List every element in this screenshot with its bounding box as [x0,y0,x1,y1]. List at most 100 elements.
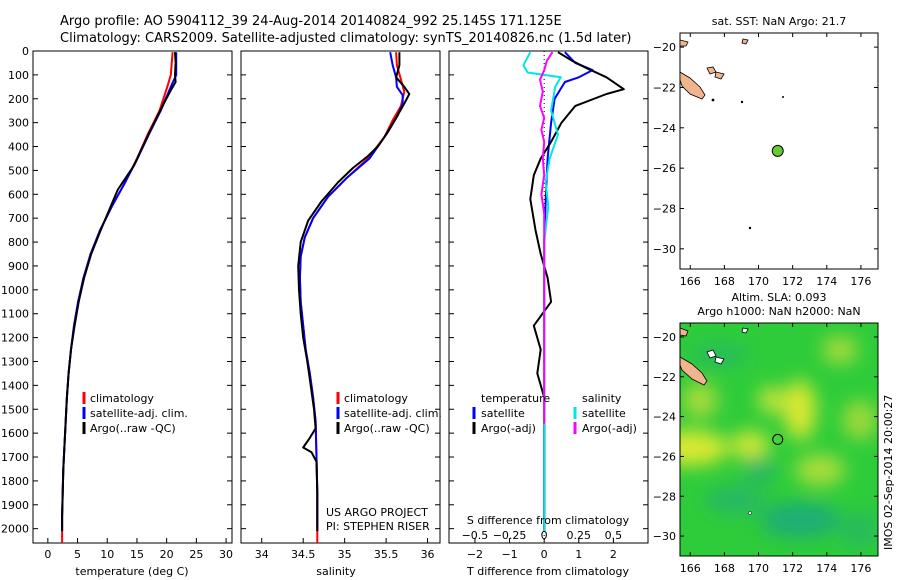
series-line-argo-raw-qc [297,52,411,532]
sla-map-axes: 166 168 170 172 174 176 −20 −22 −24 −26 −28 −30 [653,323,878,575]
lat-tick-label: −30 [653,243,676,256]
island-shape [680,327,689,337]
x-tick-label: 34 [255,548,269,561]
t-difference-label: T difference from climatology [466,565,629,578]
difference-panel: −2 −1 0 1 2 −0.5 −0.25 0 0.25 0.5 S difference fr… [448,50,649,578]
lat-tick-label: −24 [653,411,676,424]
y-tick-label: 1900 [1,499,29,512]
lat-tick-label: −30 [653,530,676,543]
salinity-series [297,52,411,543]
new-caledonia-landmass [680,71,706,100]
x-tick-label: −2 [467,548,483,561]
y-tick-label: 400 [8,141,29,154]
difference-plot-frame [448,50,649,544]
islet-dot [782,96,784,98]
x2-tick-label: −0.5 [462,529,489,542]
x-tick-label: 5 [74,548,81,561]
series-line-argo-adj [529,51,625,532]
temperature-x-label: temperature (deg C) [75,565,188,578]
islet-dot [711,98,715,102]
y-tick-label: 900 [8,260,29,273]
difference-legend: temperature salinity satellite Argo(-adj… [472,392,637,435]
y-tick-label: 800 [8,236,29,249]
x-tick-label: 34.5 [291,548,316,561]
lat-tick-label: −20 [653,331,676,344]
y-tick-label: 200 [8,93,29,106]
lon-tick-label: 170 [748,562,769,575]
y-tick-label: 1600 [1,427,29,440]
figure-title-line2: Climatology: CARS2009. Satellite-adjuste… [60,31,632,46]
sla-map-subtitle: Argo h1000: NaN h2000: NaN [697,305,860,318]
legend-label-argo: Argo(..raw -QC) [344,422,430,435]
lon-tick-label: 176 [850,562,871,575]
salinity-panel: 34 34.5 35 35.5 36 salinity climatology sate… [240,50,442,578]
temperature-series [61,52,178,543]
legend-label-satellite: satellite-adj. clim. [90,407,188,420]
new-caledonia-landmass [680,356,708,386]
x2-tick-label: 0 [541,529,548,542]
lat-tick-label: −24 [653,122,676,135]
salinity-plot-frame [240,50,441,544]
island-shape [680,39,689,47]
sla-map: Altim. SLA: 0.093 Argo h1000: NaN h2000:… [653,291,879,575]
lon-tick-label: 174 [816,562,837,575]
lon-tick-label: 168 [714,562,735,575]
difference-series [522,51,625,543]
x-tick-label: 35.5 [374,548,399,561]
x2-tick-label: 0.25 [567,529,592,542]
sst-map: sat. SST: NaN Argo: 21.7 166 168 170 172 174… [653,15,879,288]
temperature-axes: 0100200300400500600700800900100011001200… [1,45,233,561]
temperature-plot-frame [32,50,233,544]
x-tick-label: 20 [160,548,174,561]
legend-header-temperature: temperature [481,392,550,405]
islet-dot [748,226,752,230]
x-tick-label: 35 [338,548,352,561]
lat-tick-label: −26 [653,450,676,463]
y-tick-label: 1300 [1,355,29,368]
x-tick-label: 15 [130,548,144,561]
lat-tick-label: −28 [653,490,676,503]
sla-field [680,323,878,556]
series-line-argo-adj [539,51,554,424]
lat-tick-label: −22 [653,371,676,384]
y-tick-label: 1700 [1,451,29,464]
y-tick-label: 1100 [1,308,29,321]
y-tick-label: 500 [8,164,29,177]
legend-label-t-satellite: satellite [481,407,525,420]
lon-tick-label: 172 [782,275,803,288]
y-tick-label: 0 [22,45,29,58]
lon-tick-label: 172 [782,562,803,575]
legend-label-satellite: satellite-adj. clim. [344,407,442,420]
salinity-axes: 34 34.5 35 35.5 36 [241,50,440,561]
island-shape [706,349,717,359]
islet-dot [740,100,744,104]
y-tick-label: 1200 [1,332,29,345]
y-tick-label: 1400 [1,379,29,392]
lat-tick-label: −26 [653,162,676,175]
x2-tick-label: 0.5 [605,529,623,542]
x-tick-label: 10 [100,548,114,561]
legend-label-argo: Argo(..raw -QC) [90,422,176,435]
lon-tick-label: 166 [680,562,701,575]
lon-tick-label: 166 [680,275,701,288]
sla-map-frame [679,322,879,557]
island-shape [714,71,725,80]
salinity-legend: climatology satellite-adj. clim. Argo(..… [336,392,442,435]
lat-tick-label: −22 [653,81,676,94]
x-tick-label: 2 [610,548,617,561]
legend-label-climatology: climatology [344,392,408,405]
y-tick-label: 1500 [1,403,29,416]
y-tick-label: 100 [8,69,29,82]
pi-annotation: PI: STEPHEN RISER [326,520,430,533]
legend-label-s-argo: Argo(-adj) [582,422,637,435]
lon-tick-label: 174 [816,275,837,288]
x2-tick-label: −0.25 [493,529,527,542]
sla-field-anomalies [680,336,878,548]
x-tick-label: 25 [189,548,203,561]
argo-float-location-ring [772,433,784,445]
s-difference-label: S difference from climatology [467,514,630,527]
sst-map-land [680,38,784,230]
legend-label-s-satellite: satellite [582,407,626,420]
project-annotation: US ARGO PROJECT [326,506,428,519]
